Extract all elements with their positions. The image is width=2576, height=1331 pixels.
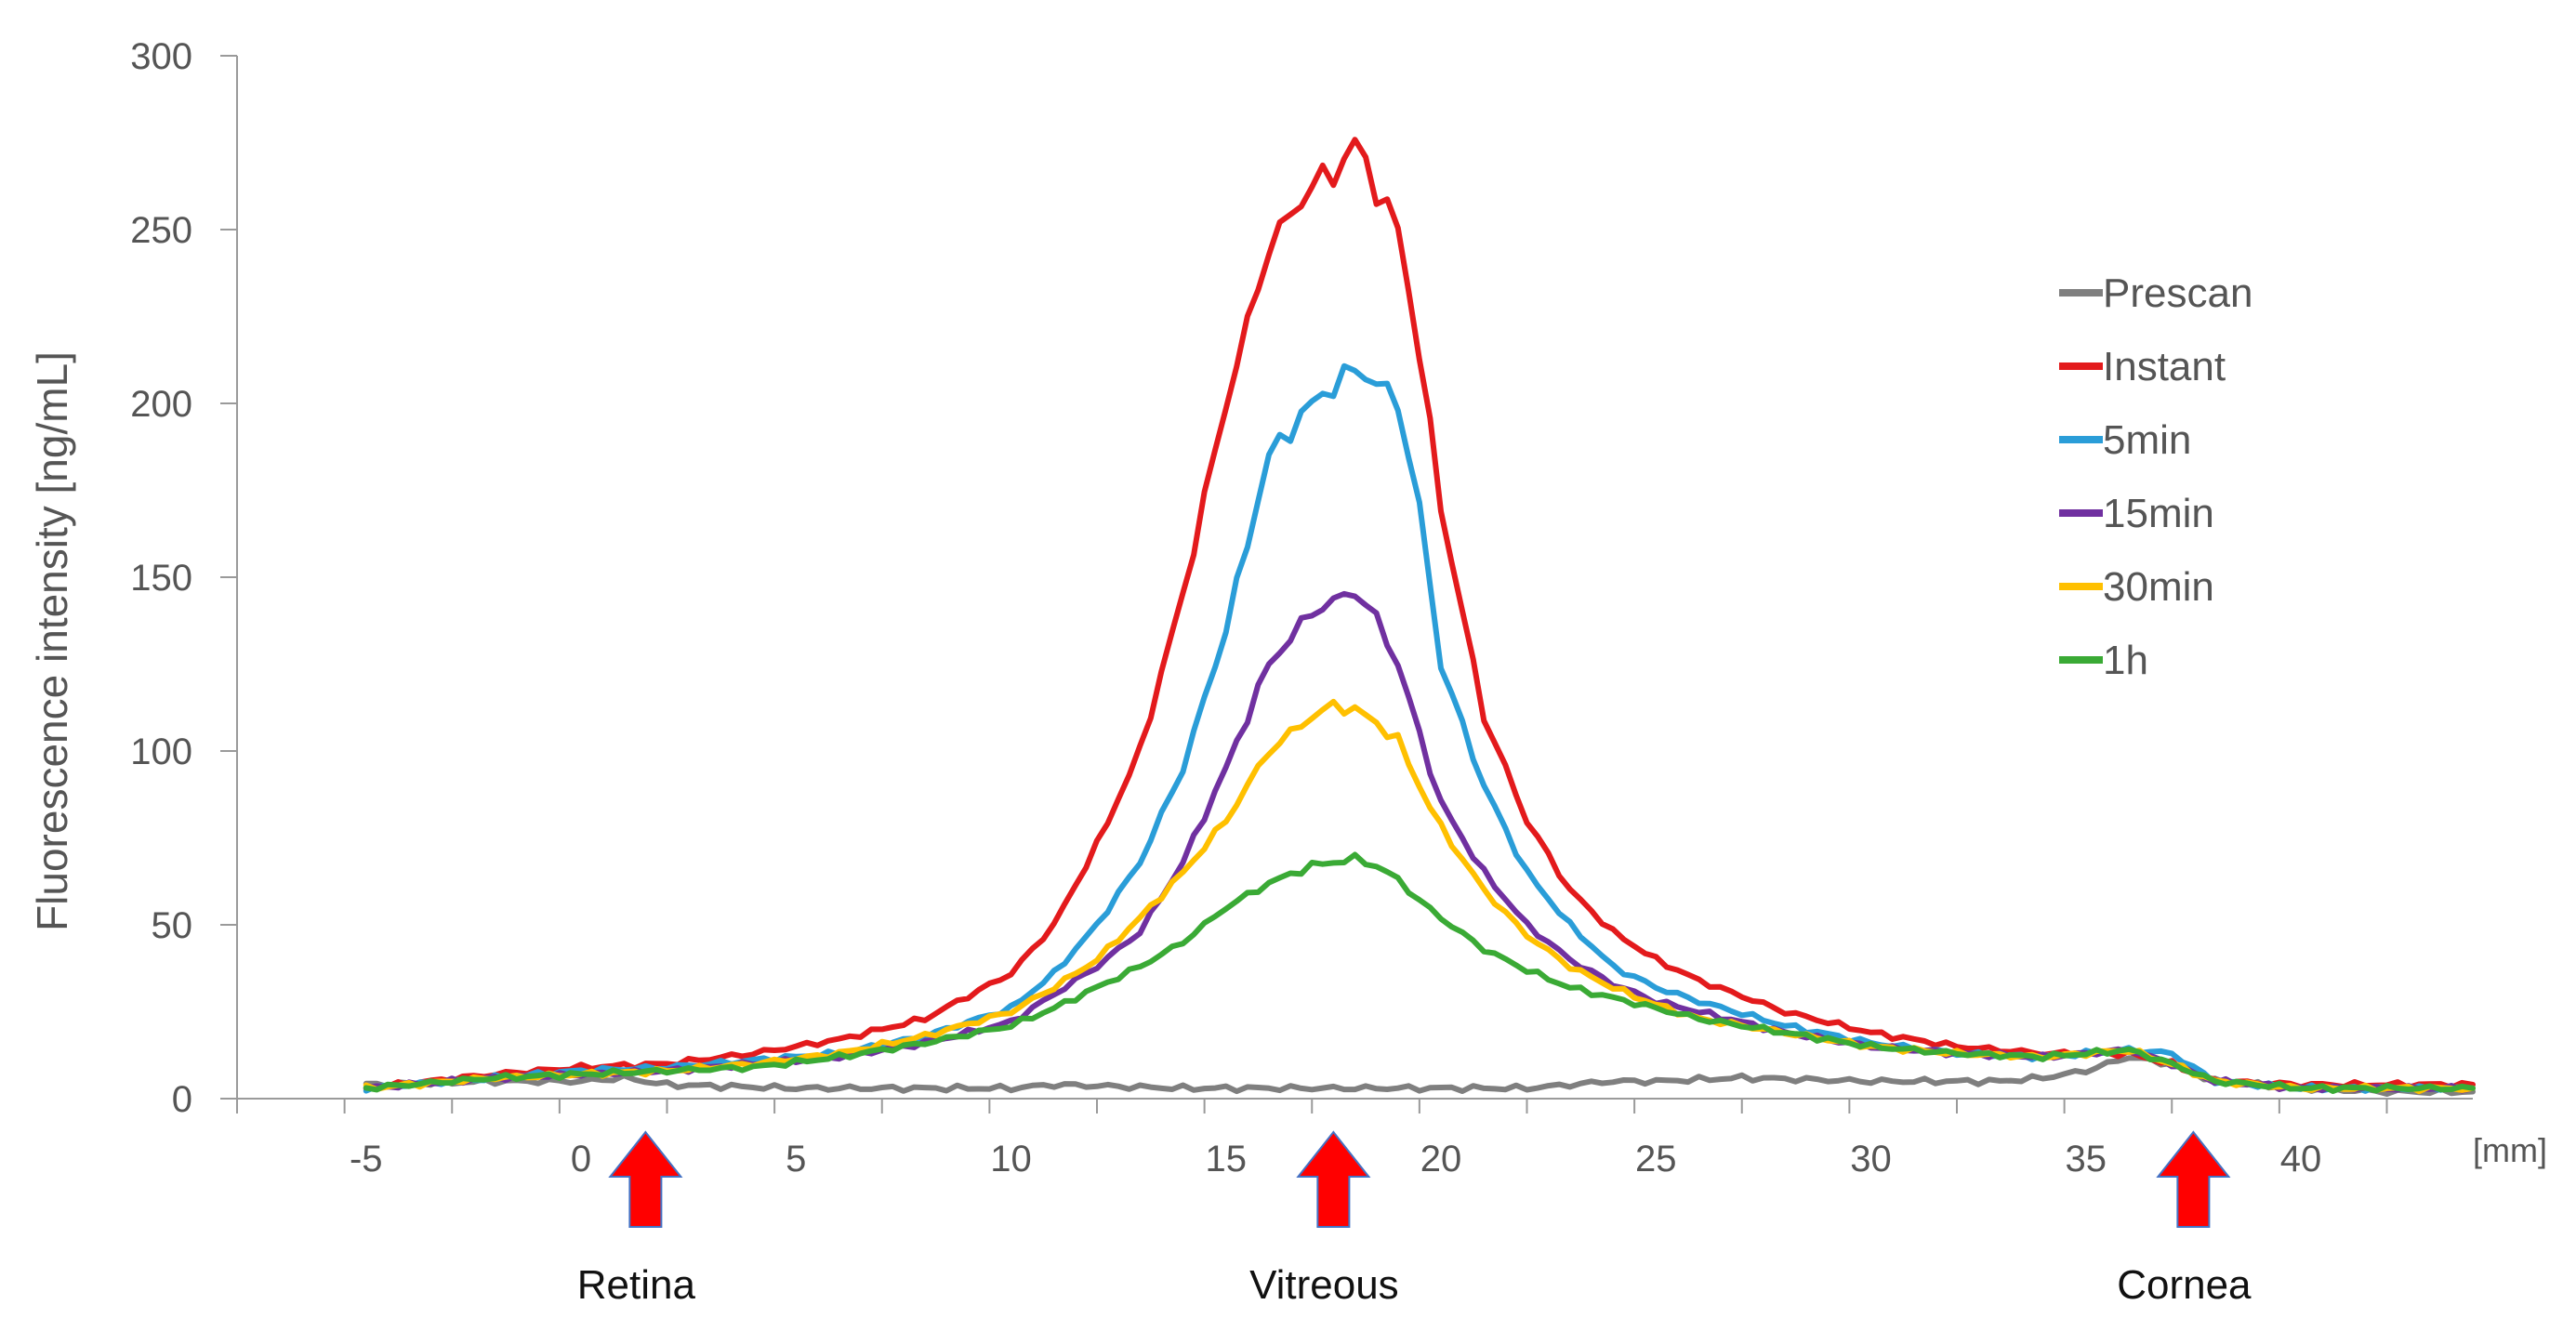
y-tick-label: 100 — [130, 731, 192, 772]
legend-label-instant: Instant — [2103, 344, 2226, 389]
arrow-vitreous — [1296, 1130, 1371, 1228]
annotation-vitreous: Vitreous — [1249, 1262, 1399, 1308]
y-tick-label: 200 — [130, 384, 192, 425]
y-tick-label: 150 — [130, 558, 192, 599]
legend-label-1h: 1h — [2103, 638, 2148, 683]
x-tick-label: 20 — [1420, 1139, 1462, 1179]
series-layer — [363, 137, 2476, 1097]
x-tick-label: 15 — [1206, 1139, 1248, 1179]
x-tick-label: 35 — [2066, 1139, 2107, 1179]
arrow-cornea — [2156, 1130, 2231, 1228]
x-tick-label: 10 — [990, 1139, 1032, 1179]
x-tick-label: 25 — [1635, 1139, 1677, 1179]
y-axis-title: Fluorescence intensity [ng/mL] — [28, 351, 76, 931]
annotation-layer: Retina Vitreous Cornea — [577, 1130, 2252, 1308]
axes-layer: 0 50 100 150 200 250 300 -5 0 5 10 15 20 25 30 35 40 — [130, 36, 2473, 1179]
x-tick-label: 5 — [786, 1139, 806, 1179]
x-axis-unit: [mm] — [2473, 1131, 2547, 1169]
legend-label-5min: 5min — [2103, 417, 2191, 463]
annotation-cornea: Cornea — [2117, 1262, 2252, 1308]
x-tick-label: 0 — [571, 1139, 591, 1179]
y-tick-label: 300 — [130, 36, 192, 77]
legend-label-15min: 15min — [2103, 491, 2214, 536]
legend-label-prescan: Prescan — [2103, 270, 2252, 316]
x-tick-label: 40 — [2280, 1139, 2322, 1179]
y-tick-label: 50 — [152, 905, 193, 946]
series-line-instant — [363, 137, 2476, 1092]
legend-label-30min: 30min — [2103, 564, 2214, 610]
legend: Prescan Instant 5min 15min 30min 1h — [2059, 270, 2252, 683]
arrow-retina — [608, 1130, 683, 1228]
y-tick-label: 0 — [172, 1079, 192, 1120]
series-line-1h — [363, 851, 2476, 1094]
x-tick-label: 30 — [1850, 1139, 1892, 1179]
x-tick-label: -5 — [350, 1139, 383, 1179]
annotation-retina: Retina — [577, 1262, 696, 1308]
y-tick-label: 250 — [130, 210, 192, 251]
series-line-prescan — [363, 1055, 2476, 1097]
